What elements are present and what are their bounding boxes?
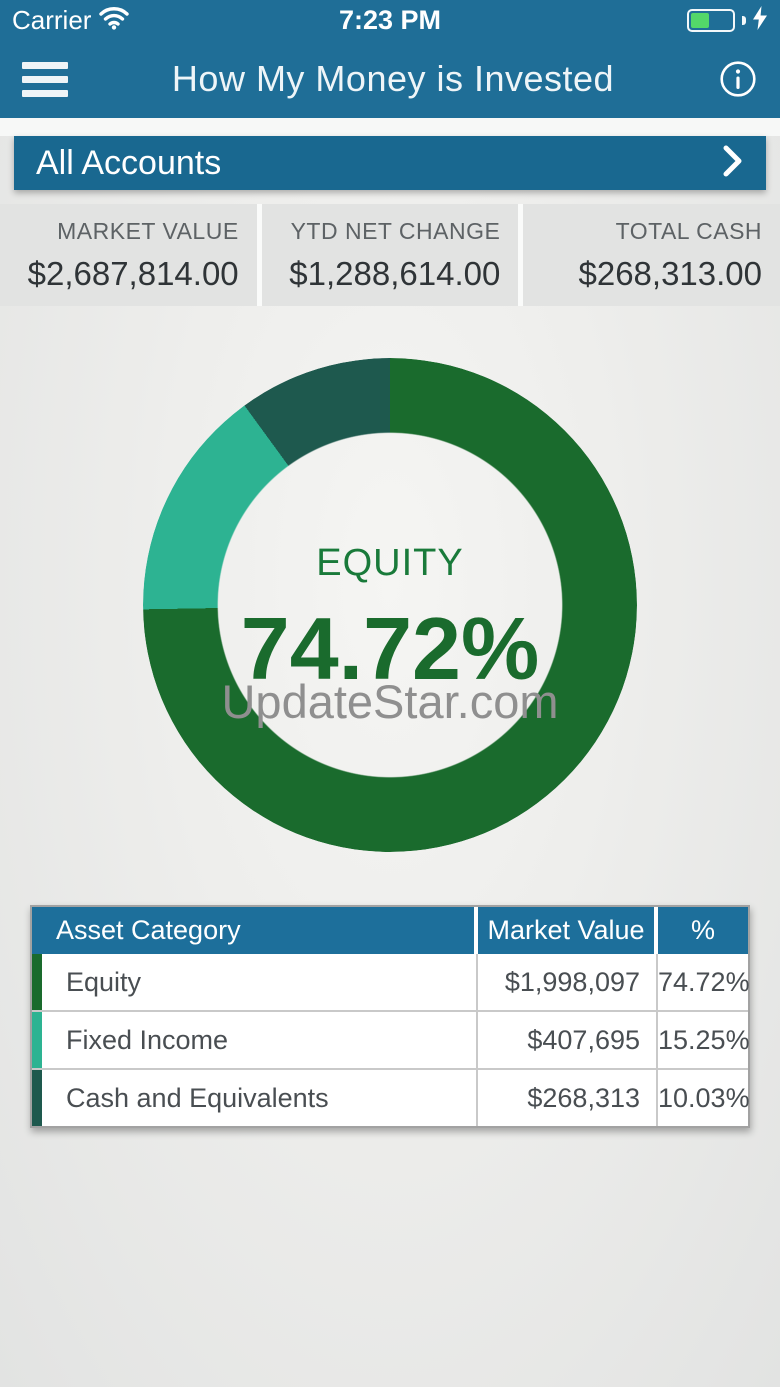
column-header-percent: % xyxy=(690,915,715,945)
table-row: Equity $1,998,097 74.72% xyxy=(32,954,750,1010)
status-bar: Carrier 7:23 PM xyxy=(0,0,780,40)
cell-market-value: $1,998,097 xyxy=(478,954,658,1010)
cell-percent: 10.03% xyxy=(658,1082,750,1113)
column-header-market-value: Market Value xyxy=(478,907,658,954)
cell-asset-category: Fixed Income xyxy=(32,1012,478,1068)
account-selector[interactable]: All Accounts xyxy=(14,136,766,190)
account-selector-label: All Accounts xyxy=(36,143,222,182)
chevron-right-icon xyxy=(722,144,744,183)
cell-percent: 74.72% xyxy=(658,966,750,997)
menu-button[interactable] xyxy=(22,61,68,97)
table-row: Fixed Income $407,695 15.25% xyxy=(32,1010,750,1068)
battery-fill xyxy=(691,12,709,28)
summary-value: $268,313.00 xyxy=(578,254,763,292)
donut-ring[interactable] xyxy=(143,358,637,852)
summary-market-value: MARKET VALUE $2,687,814.00 xyxy=(0,204,257,306)
cell-asset-category: Equity xyxy=(32,954,478,1010)
summary-value: $2,687,814.00 xyxy=(27,254,239,292)
cell-market-value: $268,313 xyxy=(478,1070,658,1126)
cell-asset-category: Cash and Equivalents xyxy=(32,1070,478,1126)
asset-table: Asset Category Market Value % Equity $1,9… xyxy=(30,905,750,1128)
summary-total-cash: TOTAL CASH $268,313.00 xyxy=(523,204,780,306)
asset-table-header: Asset Category Market Value % xyxy=(32,907,748,954)
summary-row: MARKET VALUE $2,687,814.00 YTD NET CHANG… xyxy=(0,204,780,306)
top-bar: Carrier 7:23 PM xyxy=(0,0,780,118)
page-title: How My Money is Invested xyxy=(171,58,615,99)
category-color-swatch xyxy=(32,954,42,1010)
summary-label: YTD NET CHANGE xyxy=(290,217,501,244)
column-header-asset-category: Asset Category xyxy=(32,907,478,954)
category-color-swatch xyxy=(32,1070,42,1126)
table-row: Cash and Equivalents $268,313 10.03% xyxy=(32,1068,750,1126)
summary-label: MARKET VALUE xyxy=(57,217,239,244)
info-icon xyxy=(720,61,756,97)
wifi-icon xyxy=(99,6,130,35)
battery-icon xyxy=(687,8,735,32)
summary-value: $1,288,614.00 xyxy=(289,254,501,292)
chart-center-value: 74.72% xyxy=(240,599,540,698)
charging-bolt-icon xyxy=(752,5,768,35)
header-divider-strip xyxy=(0,118,780,136)
summary-ytd-net-change: YTD NET CHANGE $1,288,614.00 xyxy=(261,204,519,306)
carrier-label: Carrier xyxy=(12,4,92,35)
category-color-swatch xyxy=(32,1012,42,1068)
chart-center-label: EQUITY xyxy=(316,542,464,584)
cell-percent: 15.25% xyxy=(658,1024,750,1055)
cell-market-value: $407,695 xyxy=(478,1012,658,1068)
watermark-text: UpdateStar.com xyxy=(221,675,559,728)
allocation-chart: EQUITY 74.72% UpdateStar.com xyxy=(0,306,780,905)
app-bar: How My Money is Invested xyxy=(0,40,780,118)
clock: 7:23 PM xyxy=(338,4,442,35)
asset-table-body: Equity $1,998,097 74.72% Fixed Income $407,6… xyxy=(32,954,750,1126)
info-button[interactable] xyxy=(718,59,758,99)
battery-nub xyxy=(742,15,746,25)
summary-label: TOTAL CASH xyxy=(615,217,763,244)
